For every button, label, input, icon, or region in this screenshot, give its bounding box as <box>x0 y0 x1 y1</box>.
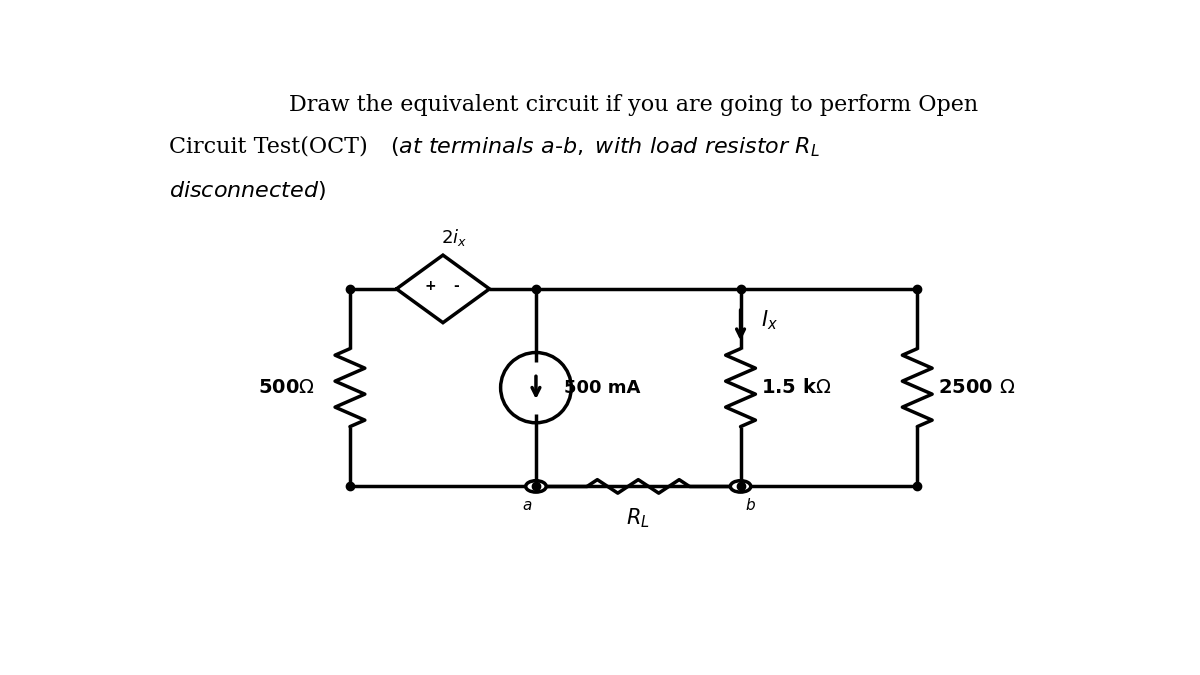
Text: Circuit Test(OCT): Circuit Test(OCT) <box>168 136 367 157</box>
Text: -: - <box>454 279 458 293</box>
Text: $(at\ terminals\ a\text{-}b,\ with\ load\ resistor\ R_{L}$: $(at\ terminals\ a\text{-}b,\ with\ load… <box>390 136 820 159</box>
Text: b: b <box>745 498 755 513</box>
Text: +: + <box>424 279 436 293</box>
Text: $R_L$: $R_L$ <box>626 506 650 530</box>
Text: a: a <box>522 498 532 513</box>
Text: 1.5 k$\Omega$: 1.5 k$\Omega$ <box>761 378 832 397</box>
Text: 500 mA: 500 mA <box>564 379 641 397</box>
Text: $disconnected)$: $disconnected)$ <box>168 179 325 202</box>
Text: 2500 $\Omega$: 2500 $\Omega$ <box>937 378 1015 397</box>
Text: $I_x$: $I_x$ <box>761 308 778 332</box>
Text: 500$\Omega$: 500$\Omega$ <box>258 378 314 397</box>
Circle shape <box>731 481 751 492</box>
Text: $2i_x$: $2i_x$ <box>442 227 467 248</box>
Text: Draw the equivalent circuit if you are going to perform Open: Draw the equivalent circuit if you are g… <box>289 94 978 116</box>
Circle shape <box>526 481 546 492</box>
